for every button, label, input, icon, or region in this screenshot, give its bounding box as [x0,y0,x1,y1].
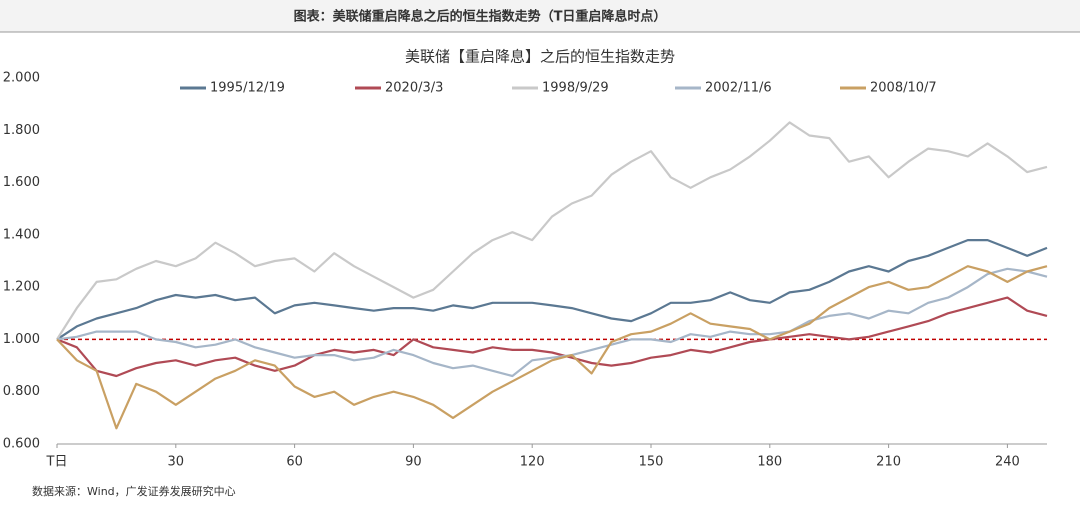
y-tick-label: 1.200 [3,280,40,295]
source-note: 数据来源：Wind，广发证券发展研究中心 [32,484,236,498]
legend-label: 1998/9/29 [542,81,609,96]
y-tick-label: 1.800 [3,123,40,138]
x-tick-label: 120 [520,455,545,470]
series-line [56,296,1048,378]
series-line [56,121,1048,340]
legend-label: 2020/3/3 [385,81,443,96]
x-tick-label: 180 [757,455,782,470]
x-tick-label: 210 [876,455,901,470]
series-line [56,267,1048,378]
x-tick-label: T日 [46,455,68,470]
header-bar [0,0,1080,32]
y-tick-label: 2.000 [3,71,40,86]
legend-label: 2002/11/6 [705,81,772,96]
x-tick-label: 30 [168,455,185,470]
y-tick-label: 0.600 [3,437,40,452]
header-title: 图表：美联储重启降息之后的恒生指数走势（T日重启降息时点） [294,9,667,25]
legend-label: 1995/12/19 [210,81,285,96]
y-tick-label: 0.800 [3,384,40,399]
chart-title: 美联储【重启降息】之后的恒生指数走势 [405,48,675,66]
series-line [56,239,1048,341]
x-tick-label: 150 [639,455,664,470]
y-tick-label: 1.600 [3,175,40,190]
y-tick-label: 1.400 [3,227,40,242]
x-tick-label: 90 [405,455,422,470]
x-tick-label: 60 [286,455,303,470]
y-tick-label: 1.000 [3,332,40,347]
x-tick-label: 240 [995,455,1020,470]
series-line [56,265,1048,430]
legend-label: 2008/10/7 [870,81,937,96]
